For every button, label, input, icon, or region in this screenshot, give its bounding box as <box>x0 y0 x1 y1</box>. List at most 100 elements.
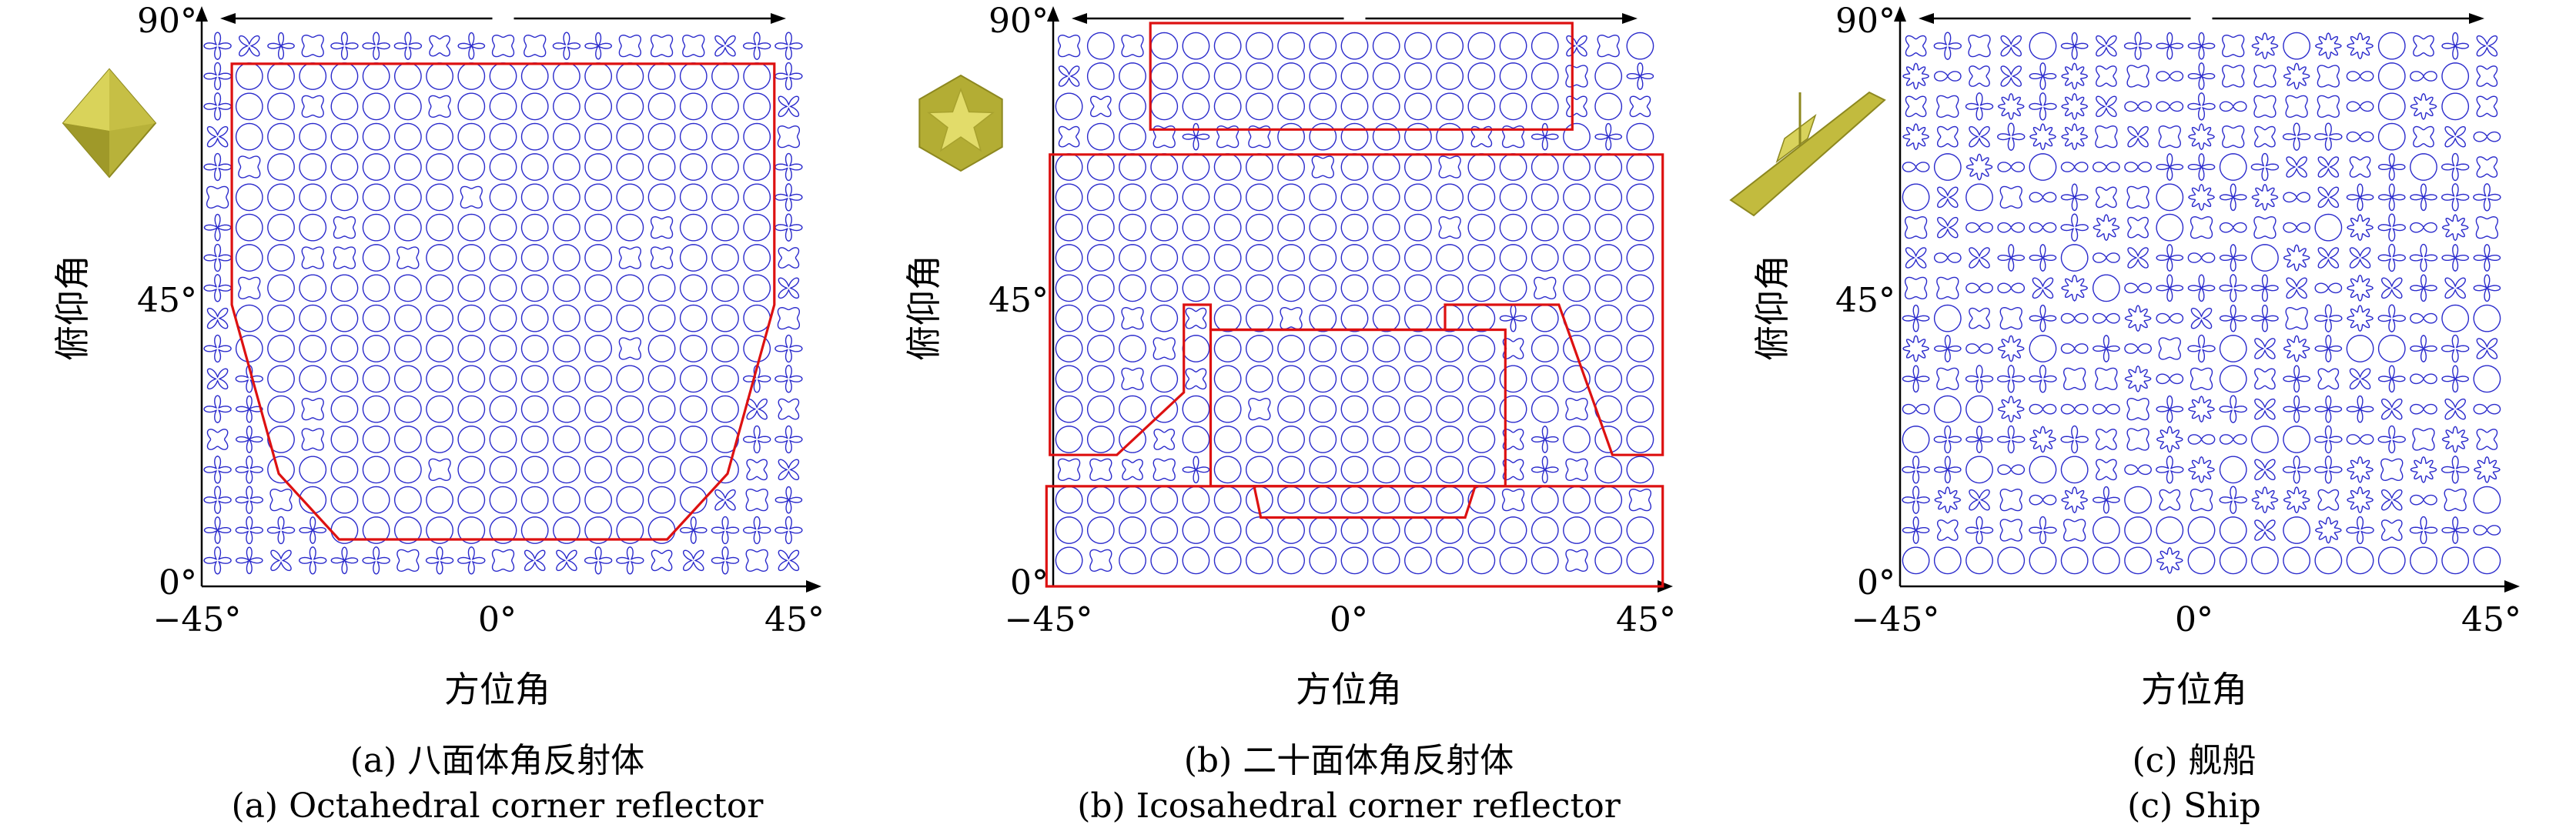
pattern-marker <box>2092 335 2120 362</box>
pattern-marker <box>2254 338 2276 359</box>
pattern-marker <box>2380 519 2403 541</box>
pattern-marker <box>1309 426 1337 453</box>
pattern-marker <box>1902 62 1930 90</box>
pattern-marker <box>1594 244 1623 272</box>
pattern-marker <box>1436 274 1464 302</box>
direction-arrow-left-head <box>1072 13 1087 24</box>
pattern-marker <box>457 516 486 544</box>
pattern-marker <box>2377 32 2406 60</box>
pattern-marker <box>2314 32 2342 60</box>
pattern-marker <box>2095 65 2117 87</box>
pattern-marker <box>743 304 771 332</box>
pattern-marker <box>1937 216 1959 239</box>
pattern-marker <box>1055 274 1083 302</box>
pattern-marker <box>2029 365 2057 393</box>
pattern-marker <box>1436 304 1464 332</box>
pattern-marker <box>1997 546 2026 575</box>
pattern-marker <box>774 62 803 91</box>
pattern-marker <box>362 395 390 423</box>
x-axis-arrow <box>2504 580 2520 593</box>
pattern-marker <box>2219 244 2247 272</box>
pattern-marker <box>267 122 295 151</box>
pattern-marker <box>2380 398 2403 420</box>
ytick-label-0: 0° <box>1857 563 1895 603</box>
pattern-marker <box>1905 35 1927 57</box>
pattern-marker <box>2029 192 2057 203</box>
pattern-marker <box>1499 32 1527 60</box>
pattern-marker <box>1245 92 1273 121</box>
pattern-marker <box>1438 216 1461 239</box>
pattern-marker <box>616 486 644 514</box>
pattern-marker <box>2156 546 2183 574</box>
pattern-marker <box>1119 486 1146 514</box>
pattern-marker <box>2473 403 2501 415</box>
pattern-marker <box>1467 546 1496 575</box>
pattern-marker <box>1404 395 1432 423</box>
pattern-marker <box>206 185 229 209</box>
pattern-marker <box>1150 274 1179 302</box>
pattern-marker <box>299 456 327 484</box>
pattern-marker <box>553 395 580 423</box>
pattern-marker <box>203 243 232 272</box>
pattern-marker <box>1372 92 1400 121</box>
pattern-marker <box>2060 456 2089 484</box>
pattern-marker <box>679 274 708 302</box>
pattern-marker <box>2092 252 2120 263</box>
pattern-marker <box>711 304 739 332</box>
pattern-marker <box>1404 274 1432 302</box>
pattern-marker <box>711 365 739 393</box>
pattern-marker <box>2124 305 2152 332</box>
pattern-marker <box>1436 426 1464 453</box>
pattern-marker <box>457 153 486 181</box>
pattern-marker <box>2190 216 2213 239</box>
pattern-marker <box>2444 489 2467 512</box>
pattern-marker <box>679 304 708 332</box>
pattern-marker <box>1340 183 1369 212</box>
pattern-marker <box>2282 456 2311 484</box>
pattern-marker <box>362 183 390 212</box>
ship-icon <box>1729 91 1886 217</box>
pattern-marker <box>1309 365 1337 393</box>
pattern-marker <box>2473 546 2501 575</box>
pattern-marker <box>393 92 422 121</box>
ytick-label-0: 0° <box>1010 563 1049 603</box>
pattern-marker <box>2473 274 2501 302</box>
pattern-marker <box>1902 335 1930 362</box>
octahedron-face-mid <box>109 69 156 131</box>
xtick-label-0: 0° <box>1330 600 1368 639</box>
pattern-marker <box>1902 546 1930 575</box>
pattern-marker <box>584 304 613 332</box>
pattern-marker <box>2380 277 2403 299</box>
pattern-marker <box>2346 335 2374 362</box>
direction-arrow-right-head <box>2469 13 2484 24</box>
pattern-marker <box>2061 92 2089 120</box>
pattern-marker <box>426 274 453 302</box>
pattern-marker <box>1499 365 1527 393</box>
pattern-marker <box>2124 101 2152 112</box>
pattern-marker <box>647 122 676 151</box>
pattern-marker <box>1531 365 1559 393</box>
pattern-marker <box>1086 32 1115 60</box>
pattern-marker <box>1086 122 1115 151</box>
pattern-marker <box>2349 247 2371 269</box>
pattern-marker <box>553 213 580 242</box>
pattern-marker <box>1119 213 1146 242</box>
pattern-marker <box>1309 304 1337 332</box>
pattern-marker <box>1965 365 1994 393</box>
pattern-marker <box>2126 65 2149 88</box>
pattern-marker <box>618 337 641 360</box>
pattern-marker <box>2314 213 2343 242</box>
pattern-marker <box>553 516 580 544</box>
pattern-marker <box>1626 122 1654 151</box>
pattern-marker <box>616 213 644 242</box>
pattern-marker <box>1629 95 1651 118</box>
pattern-marker <box>1245 546 1273 575</box>
pattern-marker <box>2219 516 2247 544</box>
pattern-marker <box>777 307 801 330</box>
pattern-marker <box>647 304 676 332</box>
pattern-marker <box>2349 368 2371 390</box>
pattern-marker <box>1372 456 1400 484</box>
pattern-marker <box>1563 213 1591 242</box>
pattern-marker <box>616 183 644 212</box>
pattern-marker <box>1531 335 1559 362</box>
